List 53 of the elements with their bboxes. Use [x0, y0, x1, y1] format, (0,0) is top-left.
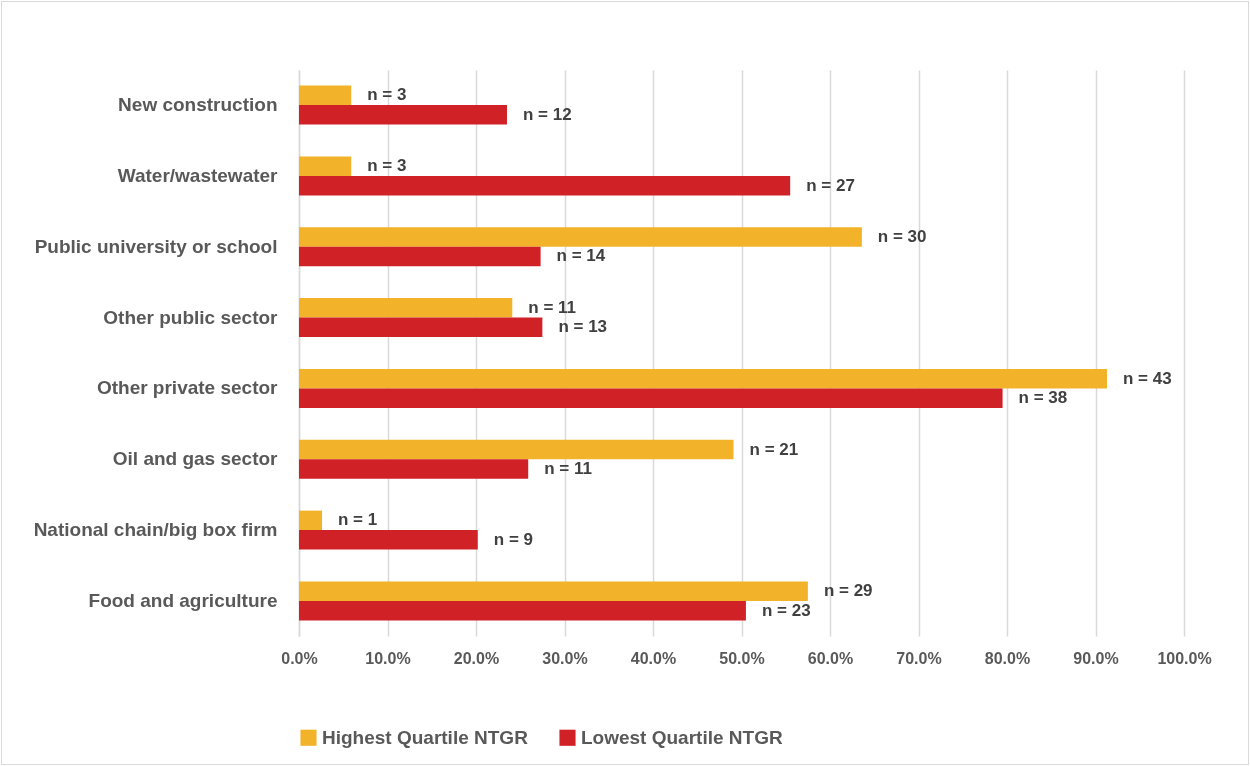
legend-label: Highest Quartile NTGR [322, 726, 529, 748]
bar [299, 439, 734, 460]
bar [299, 105, 507, 125]
x-tick-label: 70.0% [896, 649, 942, 667]
annotation: n = 11 [544, 459, 592, 478]
annotation: n = 1 [338, 510, 378, 530]
annotation: n = 21 [749, 439, 799, 459]
y-tick-label: Food and agriculture [88, 589, 278, 611]
annotation: n = 11 [528, 297, 577, 317]
annotation: n = 9 [493, 529, 533, 549]
y-tick-label: National chain/big box firm [33, 519, 278, 541]
bar [299, 317, 543, 338]
bar [299, 368, 1107, 389]
bar [299, 227, 862, 247]
x-tick-label: 60.0% [807, 649, 854, 667]
y-tick-label: New construction [118, 94, 278, 116]
x-tick-label: 50.0% [719, 649, 765, 667]
bar [299, 530, 478, 550]
bar [299, 388, 1003, 408]
annotation: n = 13 [558, 317, 608, 337]
annotation: n = 14 [556, 246, 606, 266]
bar [299, 600, 746, 621]
x-tick-label: 30.0% [542, 649, 588, 667]
y-tick-label: Other public sector [103, 306, 279, 328]
annotation: n = 43 [1123, 368, 1172, 388]
x-tick-label: 100.0% [1157, 649, 1212, 667]
bar [299, 246, 541, 267]
annotation: n = 27 [806, 175, 855, 195]
bar [299, 156, 352, 176]
x-tick-label: 10.0% [365, 649, 411, 667]
x-tick-label: 80.0% [984, 649, 1031, 667]
x-tick-label: 90.0% [1073, 649, 1119, 667]
annotation: n = 38 [1018, 388, 1068, 408]
x-tick-label: 20.0% [453, 649, 500, 667]
annotation: n = 23 [761, 600, 811, 620]
annotation: n = 30 [877, 227, 927, 246]
y-tick-label: Oil and gas sector [112, 448, 279, 470]
y-tick-label: Other private sector [96, 377, 279, 399]
annotation: n = 3 [367, 156, 407, 176]
legend-label: Lowest Quartile NTGR [581, 726, 783, 748]
x-tick-label: 40.0% [630, 649, 677, 667]
bar [299, 581, 808, 601]
bar [299, 85, 352, 106]
y-tick-label: Public university or school [34, 235, 278, 257]
bar [299, 510, 323, 531]
annotation: n = 12 [522, 104, 572, 124]
annotation: n = 3 [367, 85, 407, 105]
x-tick-label: 0.0% [281, 649, 318, 667]
annotation: n = 29 [823, 581, 873, 601]
bar [299, 175, 791, 196]
bar [299, 459, 529, 479]
bar [299, 298, 513, 318]
y-tick-label: Water/wastewater [117, 164, 279, 186]
